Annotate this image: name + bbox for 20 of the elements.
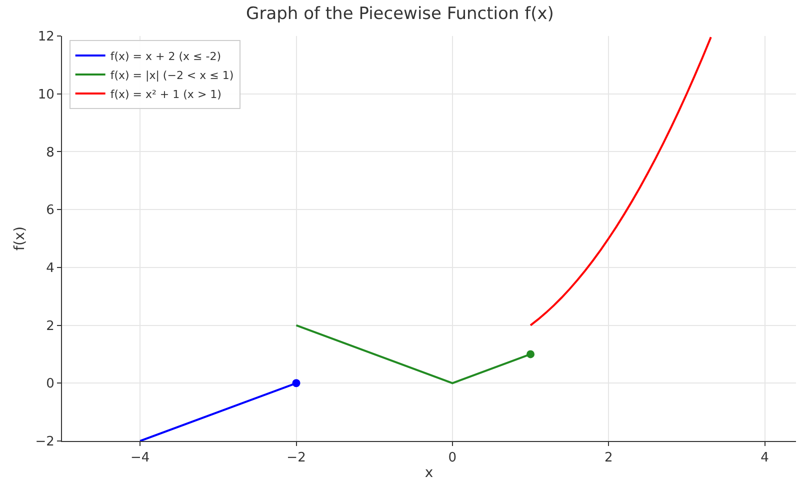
x-tick-label: 4 [760, 450, 769, 466]
x-tick-label: −2 [286, 450, 306, 466]
y-tick-label: 4 [46, 260, 54, 276]
legend-label: f(x) = |x| (−2 < x ≤ 1) [110, 68, 234, 82]
y-tick-label: −2 [35, 434, 54, 450]
y-tick-label: 2 [46, 318, 54, 334]
x-tick-label: 2 [604, 450, 613, 466]
chart-title: Graph of the Piecewise Function f(x) [246, 4, 554, 24]
x-tick-label: −4 [130, 450, 150, 466]
y-tick-label: 10 [38, 87, 54, 102]
legend-label: f(x) = x + 2 (x ≤ -2) [110, 50, 222, 63]
y-axis-title: f(x) [12, 226, 28, 251]
x-axis-title: x [424, 465, 434, 481]
y-tick-label: 8 [46, 145, 54, 160]
x-tick-label: 0 [448, 450, 457, 466]
y-tick-label: 6 [46, 203, 54, 218]
y-tick-label: 12 [38, 30, 54, 45]
legend-label: f(x) = x² + 1 (x > 1) [110, 88, 222, 101]
y-tick-label: 0 [46, 376, 54, 392]
line-series [530, 36, 712, 326]
